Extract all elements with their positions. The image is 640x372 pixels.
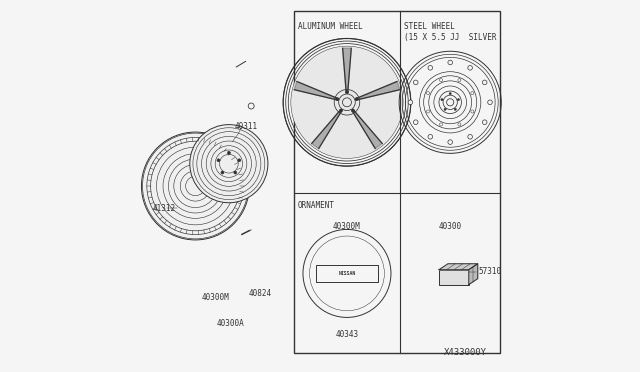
Circle shape [441, 99, 443, 101]
Circle shape [458, 123, 461, 126]
Text: 40300M: 40300M [202, 293, 230, 302]
Circle shape [339, 109, 342, 112]
Circle shape [444, 108, 446, 110]
Circle shape [468, 65, 472, 70]
Text: ALUMINUM WHEEL: ALUMINUM WHEEL [298, 22, 362, 31]
Circle shape [458, 99, 460, 101]
Text: 40300: 40300 [438, 222, 462, 231]
Polygon shape [294, 81, 338, 100]
Circle shape [291, 46, 403, 158]
Circle shape [428, 65, 433, 70]
Polygon shape [342, 48, 351, 93]
Bar [294, 11, 500, 353]
Circle shape [351, 109, 355, 112]
Circle shape [468, 135, 472, 139]
Circle shape [141, 132, 250, 240]
Circle shape [355, 97, 358, 101]
Circle shape [221, 171, 224, 174]
Circle shape [454, 108, 456, 110]
Circle shape [448, 140, 452, 144]
Circle shape [426, 110, 429, 113]
Circle shape [440, 123, 442, 126]
Text: 40300A: 40300A [217, 319, 244, 328]
Polygon shape [468, 264, 477, 285]
Text: 40343: 40343 [335, 330, 358, 339]
Polygon shape [312, 110, 342, 148]
Bar [316, 264, 378, 282]
Circle shape [458, 78, 461, 82]
Circle shape [190, 125, 268, 203]
Text: NISSAN: NISSAN [339, 271, 356, 276]
Circle shape [335, 97, 339, 101]
Circle shape [346, 90, 349, 94]
Circle shape [217, 159, 220, 162]
Circle shape [488, 100, 492, 105]
Circle shape [426, 92, 429, 94]
Circle shape [449, 93, 451, 95]
Circle shape [440, 78, 442, 82]
Circle shape [413, 80, 418, 85]
Text: X433000Y: X433000Y [444, 348, 488, 357]
Circle shape [408, 100, 413, 105]
Text: 41312: 41312 [152, 204, 175, 213]
Text: 40824: 40824 [249, 289, 272, 298]
Text: 40300M: 40300M [333, 222, 361, 231]
Circle shape [483, 120, 487, 125]
Text: 57310: 57310 [478, 267, 501, 276]
Circle shape [234, 171, 237, 174]
Circle shape [448, 60, 452, 65]
Bar [439, 270, 468, 285]
Polygon shape [352, 110, 382, 148]
Polygon shape [356, 81, 400, 100]
Text: 40311: 40311 [234, 122, 257, 131]
Circle shape [471, 92, 474, 94]
Polygon shape [439, 264, 477, 270]
Circle shape [413, 120, 418, 125]
Circle shape [237, 159, 241, 162]
Circle shape [471, 110, 474, 113]
Circle shape [483, 80, 487, 85]
Circle shape [227, 151, 230, 154]
Text: STEEL WHEEL
(15 X 5.5 JJ  SILVER: STEEL WHEEL (15 X 5.5 JJ SILVER [404, 22, 496, 42]
Circle shape [428, 135, 433, 139]
Text: ORNAMENT: ORNAMENT [298, 201, 335, 210]
